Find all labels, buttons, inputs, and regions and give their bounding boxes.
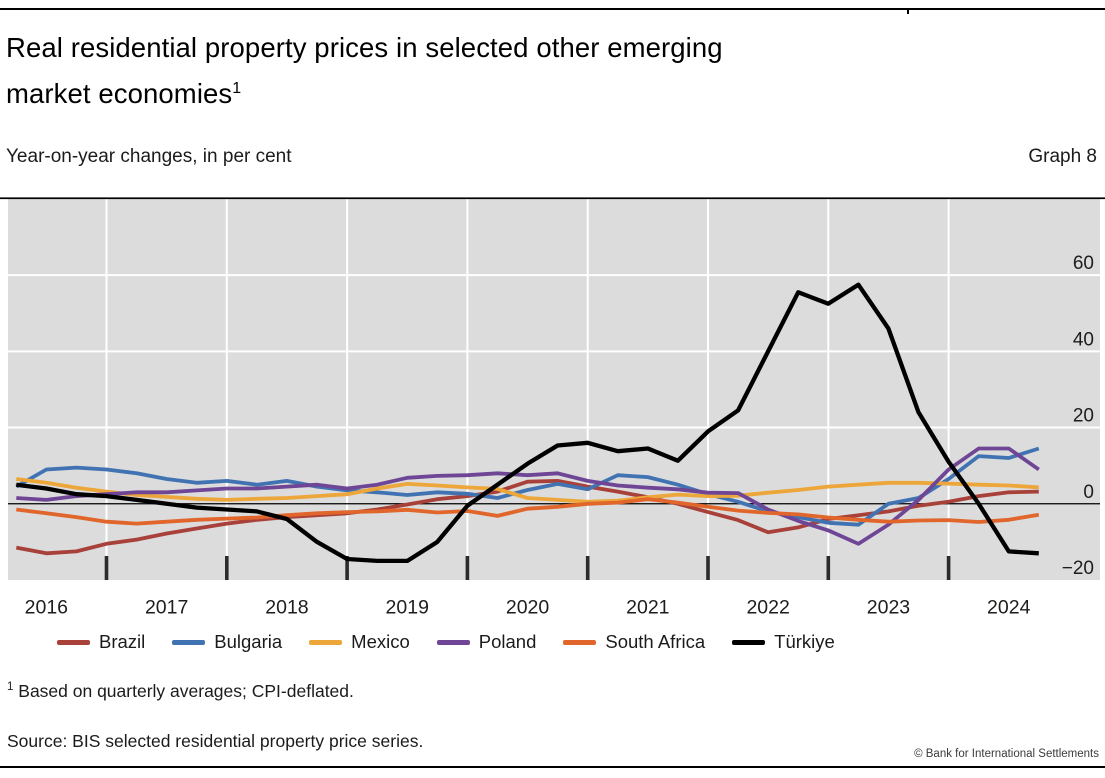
- legend-swatch: [436, 639, 470, 645]
- legend-item-brazil: Brazil: [57, 631, 145, 653]
- series-line-brazil: [15, 478, 1039, 556]
- series-line-türkiye: [16, 282, 1039, 564]
- x-axis-year-label: 2020: [506, 597, 550, 619]
- legend-swatch: [57, 639, 90, 645]
- top-rule-tick: [907, 10, 909, 14]
- legend-swatch: [563, 639, 597, 645]
- y-axis-tick-label: 0: [1083, 482, 1094, 503]
- legend-item-mexico: Mexico: [309, 631, 410, 653]
- y-axis-tick-label: 20: [1073, 406, 1094, 427]
- plot-top-border: [0, 197, 1105, 200]
- x-axis-year-label: 2019: [386, 597, 429, 619]
- legend-item-label: South Africa: [605, 631, 706, 652]
- x-axis-year-label: 2023: [867, 597, 910, 619]
- x-axis-year-tick: [826, 556, 831, 580]
- x-axis-year-tick: [104, 556, 109, 580]
- x-axis-year-tick: [225, 556, 229, 580]
- title-line-2: market economies: [6, 78, 233, 110]
- legend-item-label: Bulgaria: [214, 631, 283, 652]
- chart-subtitle: Year-on-year changes, in per cent: [6, 146, 292, 167]
- legend-item-türkiye: Türkiye: [732, 631, 835, 653]
- legend-item-label: Mexico: [351, 631, 410, 652]
- legend-swatch: [172, 639, 206, 645]
- x-axis-year-tick: [585, 556, 590, 580]
- x-axis-year-label: 2022: [746, 597, 789, 619]
- legend-swatch: [309, 639, 343, 645]
- series-line-poland: [16, 446, 1040, 546]
- legend-item-bulgaria: Bulgaria: [172, 631, 282, 653]
- y-axis-tick-label: 40: [1073, 329, 1094, 350]
- legend-item-south-africa: South Africa: [563, 631, 705, 653]
- legend-item-poland: Poland: [436, 631, 537, 653]
- series-line-mexico: [16, 477, 1039, 504]
- series-line-south-africa: [16, 497, 1040, 526]
- source-line: Source: BIS selected residential propert…: [7, 731, 424, 751]
- legend-item-label: Poland: [478, 631, 537, 652]
- x-axis-year-tick: [946, 556, 951, 580]
- x-axis-year-label: 2018: [265, 597, 308, 619]
- footnote-marker: 1: [7, 681, 14, 694]
- x-axis-year-tick: [345, 556, 349, 580]
- subtitle-row: Year-on-year changes, in per cent Graph …: [6, 146, 1097, 168]
- title-footnote-marker: 1: [232, 80, 242, 97]
- x-axis-year-label: 2021: [626, 597, 669, 619]
- x-axis-year-label: 2016: [25, 597, 68, 619]
- x-axis-year-label: 2017: [145, 597, 188, 619]
- plot-area: [8, 199, 1100, 580]
- legend-item-label: Türkiye: [774, 631, 835, 652]
- series-line-bulgaria: [15, 446, 1040, 527]
- graph-number-label: Graph 8: [1028, 146, 1097, 167]
- y-axis-tick-label: 60: [1073, 253, 1094, 274]
- top-rule: [0, 8, 1105, 10]
- copyright-notice: © Bank for International Settlements: [914, 748, 1099, 760]
- legend-swatch: [732, 639, 766, 645]
- title-line-1: Real residential property prices in sele…: [6, 32, 723, 63]
- x-axis-year-label: 2024: [987, 597, 1031, 619]
- x-axis-year-tick: [465, 556, 470, 580]
- chart-legend: Brazil Bulgaria Mexico Poland South Africa Tü…: [57, 631, 835, 653]
- bottom-rule: [0, 766, 1105, 768]
- footnote: 1 Based on quarterly averages; CPI-defla…: [7, 681, 354, 702]
- legend-item-label: Brazil: [99, 631, 146, 652]
- footnote-text: Based on quarterly averages; CPI-deflate…: [13, 681, 354, 701]
- y-axis-tick-label: −20: [1062, 558, 1094, 579]
- x-axis-year-tick: [706, 556, 710, 580]
- page-title: Real residential property prices in sele…: [6, 27, 956, 114]
